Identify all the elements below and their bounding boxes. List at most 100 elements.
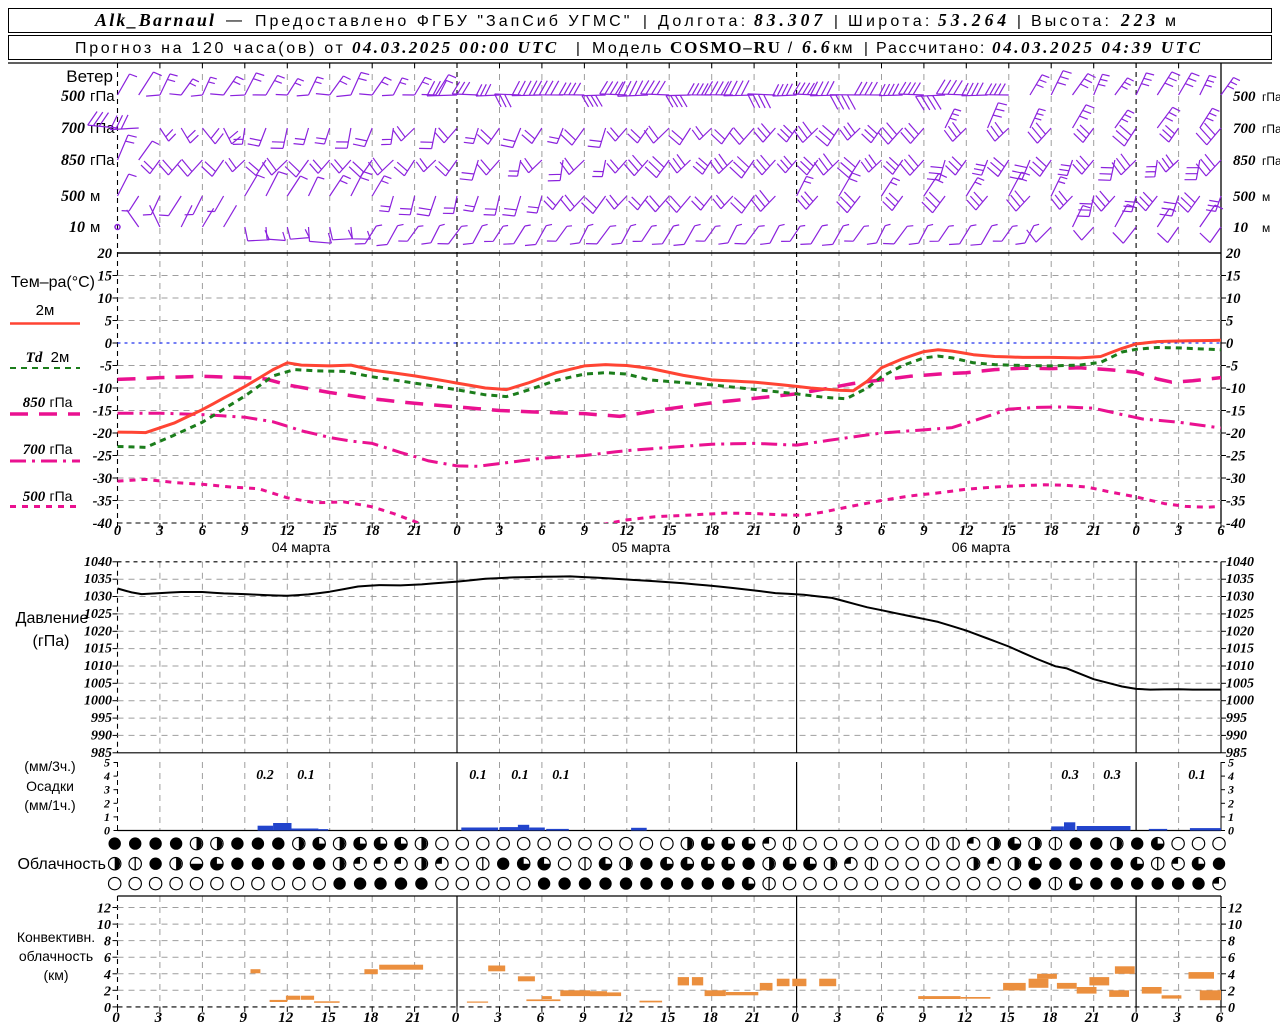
svg-text:3: 3 <box>154 1010 163 1024</box>
svg-text:0: 0 <box>112 1010 120 1024</box>
svg-text:COSMO–RU: COSMO–RU <box>670 38 782 57</box>
svg-text:гПа: гПа <box>50 394 73 410</box>
svg-text:м: м <box>90 188 100 205</box>
svg-text:700: 700 <box>61 120 85 137</box>
svg-text:8: 8 <box>104 935 111 950</box>
svg-text:500: 500 <box>1233 189 1256 205</box>
svg-text:10: 10 <box>98 291 113 307</box>
svg-text:(км): (км) <box>43 967 68 983</box>
svg-text:0: 0 <box>1226 336 1233 352</box>
svg-text:Прогноз на 120 часа(ов) от: Прогноз на 120 часа(ов) от <box>75 40 346 57</box>
svg-text:гПа: гПа <box>50 488 73 504</box>
svg-text:10: 10 <box>1226 291 1241 307</box>
svg-text:0.1: 0.1 <box>552 768 570 783</box>
svg-text:06 марта: 06 марта <box>952 539 1011 555</box>
svg-text:15: 15 <box>98 269 113 285</box>
svg-text:1025: 1025 <box>1226 607 1254 622</box>
svg-text:5: 5 <box>1226 314 1233 330</box>
svg-text:0.1: 0.1 <box>1188 768 1206 783</box>
svg-text:21: 21 <box>744 1010 760 1024</box>
svg-text:1005: 1005 <box>84 676 112 691</box>
svg-text:5: 5 <box>104 756 110 770</box>
svg-text:0: 0 <box>104 824 110 838</box>
svg-text:21: 21 <box>1084 1010 1100 1024</box>
svg-text:10: 10 <box>1233 220 1249 236</box>
svg-text:гПа: гПа <box>1262 122 1280 136</box>
svg-text:0: 0 <box>1228 824 1234 838</box>
svg-text:18: 18 <box>363 1010 379 1024</box>
svg-text:0.1: 0.1 <box>297 768 315 783</box>
svg-text:0: 0 <box>105 336 112 352</box>
svg-text:10: 10 <box>97 918 111 933</box>
svg-text:-25: -25 <box>1226 449 1245 465</box>
svg-text:1030: 1030 <box>1226 590 1254 605</box>
svg-text:-10: -10 <box>1226 381 1245 397</box>
svg-text:21: 21 <box>406 523 422 539</box>
svg-text:223: 223 <box>1120 10 1159 30</box>
svg-text:Тем–ра(°C): Тем–ра(°C) <box>11 274 95 291</box>
svg-text:12: 12 <box>278 1010 294 1024</box>
svg-text:2м: 2м <box>36 302 55 319</box>
svg-text:15: 15 <box>321 1010 337 1024</box>
svg-text:53.264: 53.264 <box>938 10 1010 30</box>
svg-text:6: 6 <box>1216 1010 1224 1024</box>
svg-text:1040: 1040 <box>1226 555 1254 570</box>
svg-text:|: | <box>643 13 647 30</box>
svg-text:985: 985 <box>91 746 112 761</box>
svg-text:9: 9 <box>579 1010 587 1024</box>
svg-text:-40: -40 <box>93 516 112 532</box>
svg-text:10: 10 <box>1228 918 1242 933</box>
svg-text:6: 6 <box>538 523 546 539</box>
svg-text:-30: -30 <box>1226 471 1245 487</box>
svg-text:гПа: гПа <box>90 152 115 169</box>
svg-text:1030: 1030 <box>84 590 112 605</box>
svg-text:0.1: 0.1 <box>469 768 487 783</box>
svg-text:12: 12 <box>959 523 974 539</box>
svg-text:|: | <box>1017 13 1021 30</box>
svg-text:6: 6 <box>1217 523 1225 539</box>
svg-text:6: 6 <box>1228 951 1235 966</box>
svg-text:21: 21 <box>1085 523 1101 539</box>
svg-text:м: м <box>1262 190 1270 204</box>
svg-text:6.6: 6.6 <box>802 37 832 57</box>
svg-text:0: 0 <box>1132 523 1139 539</box>
svg-text:1020: 1020 <box>84 624 112 639</box>
svg-text:2: 2 <box>103 796 110 810</box>
svg-text:-40: -40 <box>1226 516 1245 532</box>
svg-text:6: 6 <box>104 951 111 966</box>
svg-text:500: 500 <box>23 489 46 505</box>
svg-text:1000: 1000 <box>84 694 112 709</box>
svg-text:гПа: гПа <box>90 88 115 105</box>
svg-text:1015: 1015 <box>1226 642 1254 657</box>
svg-text:9: 9 <box>581 523 588 539</box>
svg-text:15: 15 <box>662 523 677 539</box>
svg-text:-15: -15 <box>93 404 112 420</box>
svg-text:км: км <box>833 40 854 57</box>
svg-text:|: | <box>576 40 580 57</box>
svg-text:995: 995 <box>91 711 112 726</box>
svg-text:-15: -15 <box>1226 404 1245 420</box>
svg-text:04.03.2025 04:39 UTC: 04.03.2025 04:39 UTC <box>992 38 1203 57</box>
svg-text:700: 700 <box>23 442 46 458</box>
svg-text:гПа: гПа <box>90 120 115 137</box>
svg-text:0.2: 0.2 <box>256 768 274 783</box>
svg-text:Осадки: Осадки <box>26 778 74 794</box>
svg-text:1020: 1020 <box>1226 624 1254 639</box>
svg-text:1: 1 <box>1228 810 1234 824</box>
svg-text:1005: 1005 <box>1226 676 1254 691</box>
svg-text:15: 15 <box>660 1010 676 1024</box>
svg-text:18: 18 <box>1044 523 1059 539</box>
svg-text:-30: -30 <box>93 471 112 487</box>
svg-text:Конвективн.: Конвективн. <box>17 929 95 945</box>
svg-text:6: 6 <box>878 523 886 539</box>
svg-text:9: 9 <box>240 1010 248 1024</box>
svg-text:0.3: 0.3 <box>1061 768 1079 783</box>
svg-text:20: 20 <box>97 246 113 262</box>
svg-text:(мм/1ч.): (мм/1ч.) <box>24 797 75 813</box>
svg-text:м: м <box>1262 221 1270 235</box>
svg-text:0: 0 <box>453 523 460 539</box>
svg-text:1015: 1015 <box>84 642 112 657</box>
svg-text:3: 3 <box>1227 783 1234 797</box>
svg-text:/: / <box>788 40 793 57</box>
svg-text:гПа: гПа <box>1262 154 1280 168</box>
